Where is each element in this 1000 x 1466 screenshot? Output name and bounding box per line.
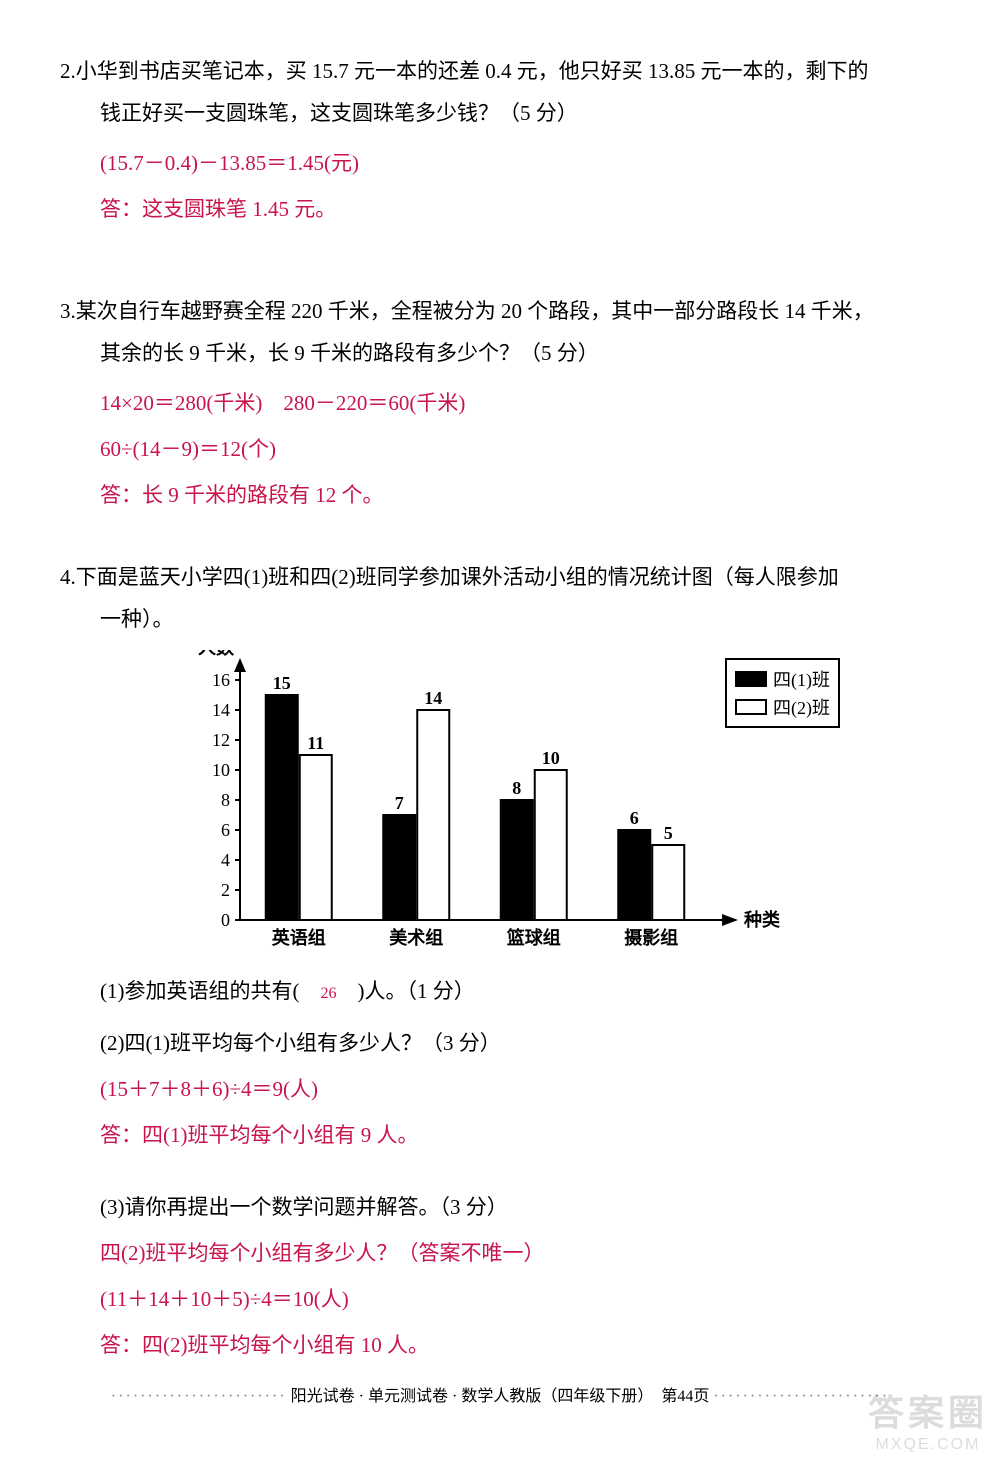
q3-line2: 其余的长 9 千米，长 9 千米的路段有多少个？（5 分）	[60, 332, 960, 374]
q4-line1: 下面是蓝天小学四(1)班和四(2)班同学参加课外活动小组的情况统计图（每人限参加	[76, 565, 839, 589]
svg-text:7: 7	[395, 793, 404, 813]
svg-text:美术组: 美术组	[389, 927, 443, 948]
legend-item-2: 四(2)班	[735, 694, 830, 720]
chart-legend: 四(1)班 四(2)班	[725, 658, 840, 728]
svg-text:人数: 人数	[198, 650, 235, 658]
question-3-answer: 14×20＝280(千米) 280－220＝60(千米) 60÷(14－9)＝1…	[60, 382, 960, 516]
svg-text:16: 16	[212, 670, 230, 690]
svg-text:14: 14	[424, 688, 442, 708]
q3-answer-text: 答：长 9 千米的路段有 12 个。	[100, 474, 960, 516]
sub1-answer: 26	[320, 985, 336, 1002]
svg-text:种类: 种类	[743, 909, 780, 930]
question-2-answer: (15.7－0.4)－13.85＝1.45(元) 答：这支圆珠笔 1.45 元。	[60, 142, 960, 230]
q3-answer-calc1: 14×20＝280(千米) 280－220＝60(千米)	[100, 382, 960, 424]
legend-label-2: 四(2)班	[773, 694, 830, 720]
svg-text:4: 4	[221, 850, 230, 870]
sub2-answer-calc: (15＋7＋8＋6)÷4＝9(人)	[100, 1068, 960, 1110]
sub-question-1: (1)参加英语组的共有( 26 )人。（1 分）	[100, 970, 960, 1012]
question-4-text: 4.下面是蓝天小学四(1)班和四(2)班同学参加课外活动小组的情况统计图（每人限…	[60, 556, 960, 640]
svg-text:15: 15	[273, 673, 291, 693]
q2-answer-text: 答：这支圆珠笔 1.45 元。	[100, 188, 960, 230]
q4-line2: 一种）。	[60, 598, 960, 640]
svg-text:英语组: 英语组	[271, 927, 326, 948]
footer-dots-right: ························	[713, 1388, 889, 1405]
q2-answer-calc: (15.7－0.4)－13.85＝1.45(元)	[100, 142, 960, 184]
q3-line1: 某次自行车越野赛全程 220 千米，全程被分为 20 个路段，其中一部分路段长 …	[76, 299, 874, 323]
question-2-text: 2.小华到书店买笔记本，买 15.7 元一本的还差 0.4 元，他只好买 13.…	[60, 50, 960, 134]
sub3-answer-q: 四(2)班平均每个小组有多少人？（答案不唯一）	[100, 1232, 960, 1274]
q4-number: 4.	[60, 565, 76, 589]
question-3: 3.某次自行车越野赛全程 220 千米，全程被分为 20 个路段，其中一部分路段…	[60, 290, 960, 516]
legend-swatch-2	[735, 699, 767, 715]
sub-question-2: (2)四(1)班平均每个小组有多少人？（3 分） (15＋7＋8＋6)÷4＝9(…	[100, 1022, 960, 1156]
page-footer: ························ 阳光试卷 · 单元测试卷 · …	[0, 1382, 1000, 1406]
sub2-text: (2)四(1)班平均每个小组有多少人？（3 分）	[100, 1022, 960, 1064]
svg-text:8: 8	[221, 790, 230, 810]
legend-swatch-1	[735, 671, 767, 687]
svg-text:篮球组: 篮球组	[506, 927, 561, 948]
sub1-text-before: (1)参加英语组的共有(	[100, 979, 320, 1003]
question-2: 2.小华到书店买笔记本，买 15.7 元一本的还差 0.4 元，他只好买 13.…	[60, 50, 960, 230]
sub3-text: (3)请你再提出一个数学问题并解答。（3 分）	[100, 1186, 960, 1228]
svg-text:11: 11	[307, 733, 324, 753]
bar-chart: 0 2 4 6 8 10 12 14 16 人数种类 15 11 英语组 7 14 美术组 8 10 篮球组 6 5 摄影…	[180, 650, 960, 960]
watermark-main: 答案圈	[868, 1384, 988, 1436]
svg-text:2: 2	[221, 880, 230, 900]
question-4: 4.下面是蓝天小学四(1)班和四(2)班同学参加课外活动小组的情况统计图（每人限…	[60, 556, 960, 1366]
q2-line2: 钱正好买一支圆珠笔，这支圆珠笔多少钱？（5 分）	[60, 92, 960, 134]
svg-text:14: 14	[212, 700, 230, 720]
sub2-answer-text: 答：四(1)班平均每个小组有 9 人。	[100, 1114, 960, 1156]
q3-answer-calc2: 60÷(14－9)＝12(个)	[100, 428, 960, 470]
legend-label-1: 四(1)班	[773, 666, 830, 692]
svg-text:10: 10	[542, 748, 560, 768]
svg-text:6: 6	[221, 820, 230, 840]
svg-text:摄影组: 摄影组	[624, 927, 678, 948]
svg-text:5: 5	[664, 823, 673, 843]
q2-number: 2.	[60, 59, 76, 83]
sub1-text-after: )人。（1 分）	[336, 979, 474, 1003]
q2-line1: 小华到书店买笔记本，买 15.7 元一本的还差 0.4 元，他只好买 13.85…	[76, 59, 869, 83]
watermark: 答案圈 MXQE.COM	[868, 1384, 988, 1454]
footer-dots-left: ························	[111, 1388, 287, 1405]
svg-text:6: 6	[630, 808, 639, 828]
q3-number: 3.	[60, 299, 76, 323]
question-3-text: 3.某次自行车越野赛全程 220 千米，全程被分为 20 个路段，其中一部分路段…	[60, 290, 960, 374]
svg-text:8: 8	[512, 778, 521, 798]
sub3-answer-calc: (11＋14＋10＋5)÷4＝10(人)	[100, 1278, 960, 1320]
svg-text:10: 10	[212, 760, 230, 780]
svg-text:12: 12	[212, 730, 230, 750]
sub3-answer-text: 答：四(2)班平均每个小组有 10 人。	[100, 1324, 960, 1366]
svg-text:0: 0	[221, 910, 230, 930]
watermark-sub: MXQE.COM	[868, 1436, 988, 1454]
chart-svg: 0 2 4 6 8 10 12 14 16 人数种类 15 11 英语组 7 14 美术组 8 10 篮球组 6 5 摄影…	[180, 650, 780, 960]
legend-item-1: 四(1)班	[735, 666, 830, 692]
footer-text: 阳光试卷 · 单元测试卷 · 数学人教版（四年级下册） 第44页	[291, 1388, 710, 1405]
sub-question-3: (3)请你再提出一个数学问题并解答。（3 分） 四(2)班平均每个小组有多少人？…	[100, 1186, 960, 1366]
